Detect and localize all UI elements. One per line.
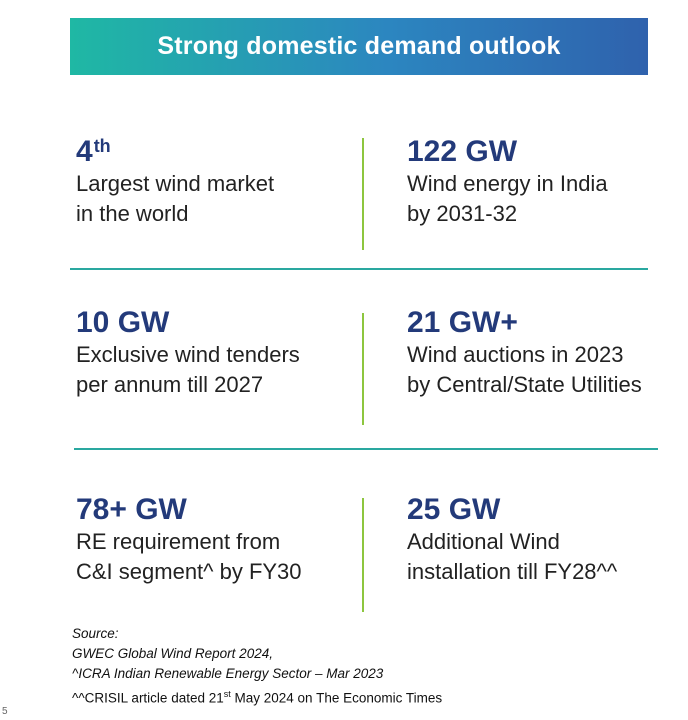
source-label: Source: <box>72 626 119 641</box>
source-line: ^ICRA Indian Renewable Energy Sector – M… <box>72 666 384 681</box>
horizontal-divider <box>70 268 648 270</box>
stat-wind-auctions: 21 GW+ Wind auctions in 2023 by Central/… <box>407 306 642 400</box>
vertical-divider <box>362 498 364 612</box>
stat-description-line: C&I segment^ by FY30 <box>76 559 302 584</box>
vertical-divider <box>362 313 364 425</box>
stat-value: 21 GW+ <box>407 306 518 339</box>
vertical-divider <box>362 138 364 250</box>
ordinal-suffix: st <box>223 689 231 699</box>
ordinal-suffix: th <box>93 136 111 156</box>
stat-description-line: RE requirement from <box>76 529 281 554</box>
stat-description-line: Largest wind market <box>76 171 275 196</box>
stat-additional-installation: 25 GW Additional Wind installation till … <box>407 493 617 587</box>
stat-description-line: by Central/State Utilities <box>407 372 642 397</box>
title-banner: Strong domestic demand outlook <box>70 18 648 75</box>
stat-description-line: Additional Wind <box>407 529 560 554</box>
stat-exclusive-tenders: 10 GW Exclusive wind tenders per annum t… <box>76 306 300 400</box>
stat-description-line: per annum till 2027 <box>76 372 264 397</box>
stat-wind-energy-target: 122 GW Wind energy in India by 2031-32 <box>407 135 608 229</box>
stat-re-requirement: 78+ GW RE requirement from C&I segment^ … <box>76 493 302 587</box>
stat-description-line: Wind energy in India <box>407 171 608 196</box>
stat-description-line: installation till FY28^^ <box>407 559 618 584</box>
source-footnote: Source: GWEC Global Wind Report 2024, ^I… <box>72 624 442 709</box>
stat-value: 10 GW <box>76 306 170 339</box>
source-line: ^^CRISIL article dated 21st May 2024 on … <box>72 689 443 706</box>
stat-description-line: by 2031-32 <box>407 201 518 226</box>
source-line: GWEC Global Wind Report 2024, <box>72 646 273 661</box>
stat-value: 25 GW <box>407 493 501 526</box>
stat-description-line: in the world <box>76 201 189 226</box>
stat-description-line: Exclusive wind tenders <box>76 342 300 367</box>
page-number: 5 <box>2 706 8 717</box>
stat-value: 78+ GW <box>76 493 187 526</box>
horizontal-divider <box>74 448 658 450</box>
stat-description-line: Wind auctions in 2023 <box>407 342 624 367</box>
stat-value: 4th <box>76 135 111 168</box>
banner-title: Strong domestic demand outlook <box>157 32 561 60</box>
stat-value: 122 GW <box>407 135 518 168</box>
stat-market-rank: 4th Largest wind market in the world <box>76 135 274 229</box>
